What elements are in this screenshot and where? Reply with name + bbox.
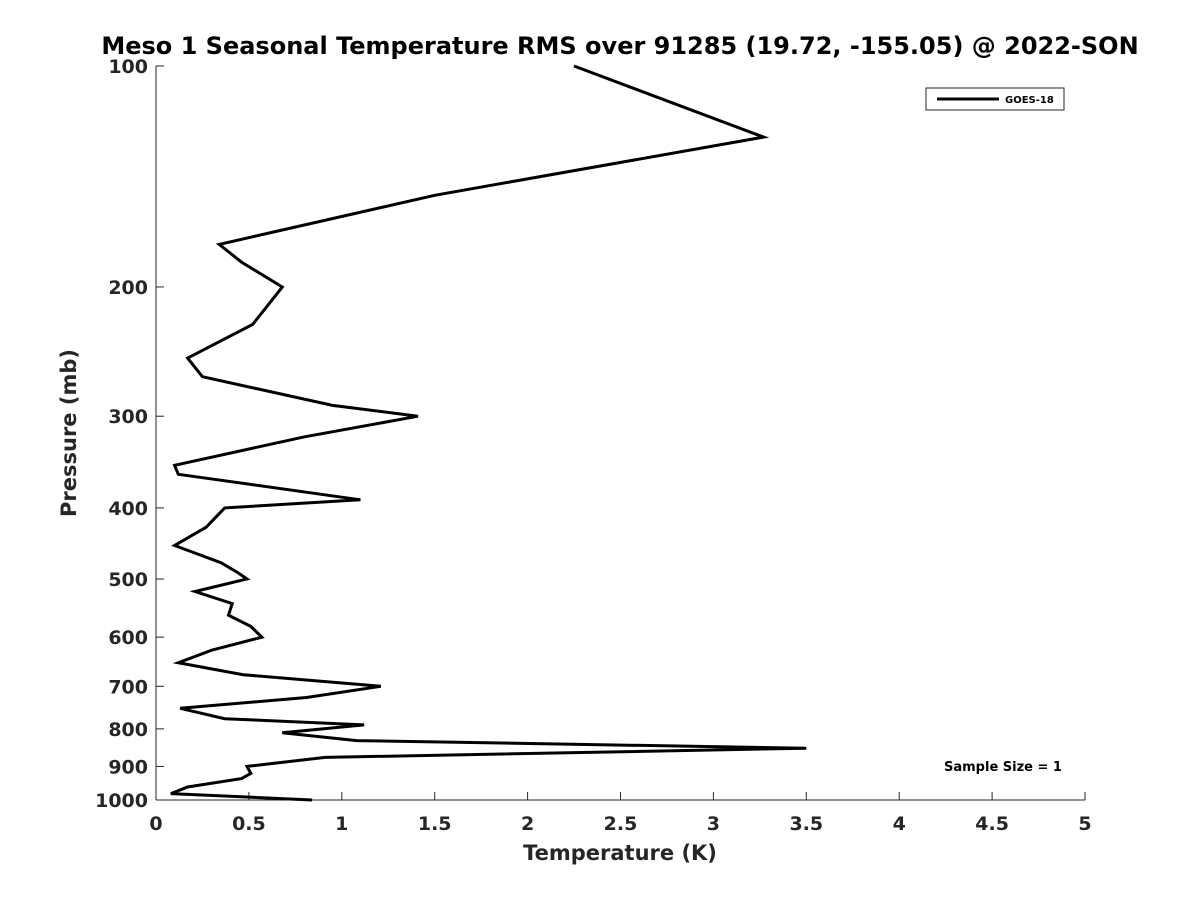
series-layer <box>170 64 807 802</box>
x-tick-label: 2.5 <box>604 813 638 835</box>
y-tick-label: 800 <box>108 719 148 741</box>
y-tick-label: 600 <box>108 627 148 649</box>
legend-label-goes-18: GOES-18 <box>1005 95 1054 106</box>
x-tick-label: 0 <box>149 813 162 835</box>
series-line-goes-18 <box>170 64 807 802</box>
x-tick-label: 1.5 <box>418 813 452 835</box>
chart-title: Meso 1 Seasonal Temperature RMS over 912… <box>101 32 1138 60</box>
x-tick-label: 4 <box>893 813 906 835</box>
y-tick-label: 900 <box>108 756 148 778</box>
y-tick-label: 200 <box>108 277 148 299</box>
x-tick-label: 2 <box>521 813 534 835</box>
y-axis-ticks: 100 200 300 400 500 600 700 800 900 1000 <box>95 56 164 812</box>
plot-area <box>155 66 1085 801</box>
x-axis-ticks: 0 0.5 1 1.5 2 2.5 3 3.5 4 4.5 5 <box>149 792 1092 835</box>
y-tick-label: 700 <box>108 676 148 698</box>
legend: GOES-18 <box>925 87 1065 111</box>
y-axis-label: Pressure (mb) <box>57 349 81 517</box>
x-axis-label: Temperature (K) <box>523 841 717 865</box>
x-tick-label: 0.5 <box>232 813 266 835</box>
x-tick-label: 4.5 <box>975 813 1009 835</box>
y-tick-label: 300 <box>108 406 148 428</box>
x-tick-label: 3.5 <box>789 813 823 835</box>
y-tick-label: 1000 <box>95 790 148 812</box>
y-tick-label: 100 <box>108 56 148 78</box>
y-tick-label: 500 <box>108 569 148 591</box>
sample-size-annotation: Sample Size = 1 <box>944 760 1062 775</box>
x-tick-label: 5 <box>1078 813 1091 835</box>
x-tick-label: 3 <box>707 813 720 835</box>
x-tick-label: 1 <box>335 813 348 835</box>
y-tick-label: 400 <box>108 498 148 520</box>
